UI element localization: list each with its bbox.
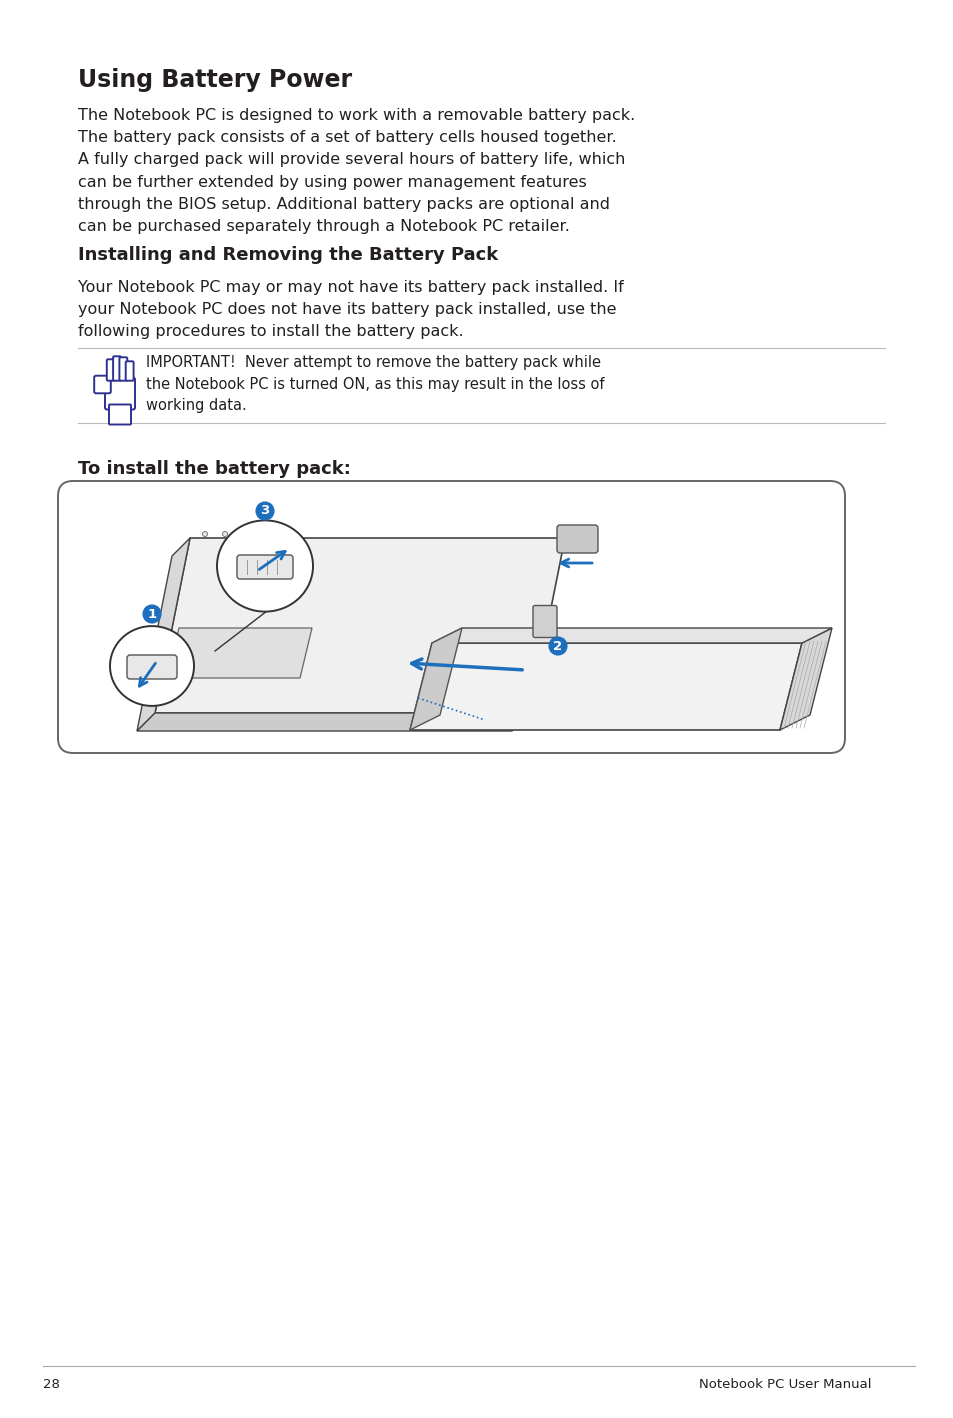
Ellipse shape	[216, 520, 313, 611]
FancyBboxPatch shape	[533, 605, 557, 638]
Circle shape	[202, 532, 208, 536]
Text: To install the battery pack:: To install the battery pack:	[78, 459, 351, 478]
Text: The Notebook PC is designed to work with a removable battery pack.
The battery p: The Notebook PC is designed to work with…	[78, 108, 635, 234]
Polygon shape	[137, 537, 190, 732]
Text: Using Battery Power: Using Battery Power	[78, 68, 352, 92]
FancyBboxPatch shape	[94, 376, 111, 393]
Text: 3: 3	[260, 505, 270, 518]
Polygon shape	[410, 628, 461, 730]
Text: Notebook PC User Manual: Notebook PC User Manual	[698, 1378, 870, 1391]
Circle shape	[222, 532, 227, 536]
FancyBboxPatch shape	[107, 359, 114, 380]
Polygon shape	[137, 713, 530, 732]
Text: Your Notebook PC may or may not have its battery pack installed. If
your Noteboo: Your Notebook PC may or may not have its…	[78, 279, 623, 339]
Polygon shape	[410, 642, 801, 730]
Text: 1: 1	[148, 607, 156, 621]
FancyBboxPatch shape	[236, 554, 293, 579]
FancyBboxPatch shape	[126, 362, 133, 380]
Polygon shape	[780, 628, 831, 730]
Polygon shape	[154, 537, 564, 713]
Text: 28: 28	[43, 1378, 60, 1391]
FancyBboxPatch shape	[58, 481, 844, 753]
FancyBboxPatch shape	[109, 404, 131, 424]
Text: IMPORTANT!  Never attempt to remove the battery pack while
the Notebook PC is tu: IMPORTANT! Never attempt to remove the b…	[146, 354, 604, 413]
Polygon shape	[432, 628, 831, 642]
FancyBboxPatch shape	[119, 357, 127, 380]
Polygon shape	[167, 628, 312, 678]
Ellipse shape	[110, 627, 193, 706]
FancyBboxPatch shape	[127, 655, 177, 679]
Text: 2: 2	[553, 640, 562, 652]
Text: Installing and Removing the Battery Pack: Installing and Removing the Battery Pack	[78, 245, 497, 264]
FancyBboxPatch shape	[557, 525, 598, 553]
FancyBboxPatch shape	[113, 356, 121, 380]
FancyBboxPatch shape	[105, 377, 135, 410]
